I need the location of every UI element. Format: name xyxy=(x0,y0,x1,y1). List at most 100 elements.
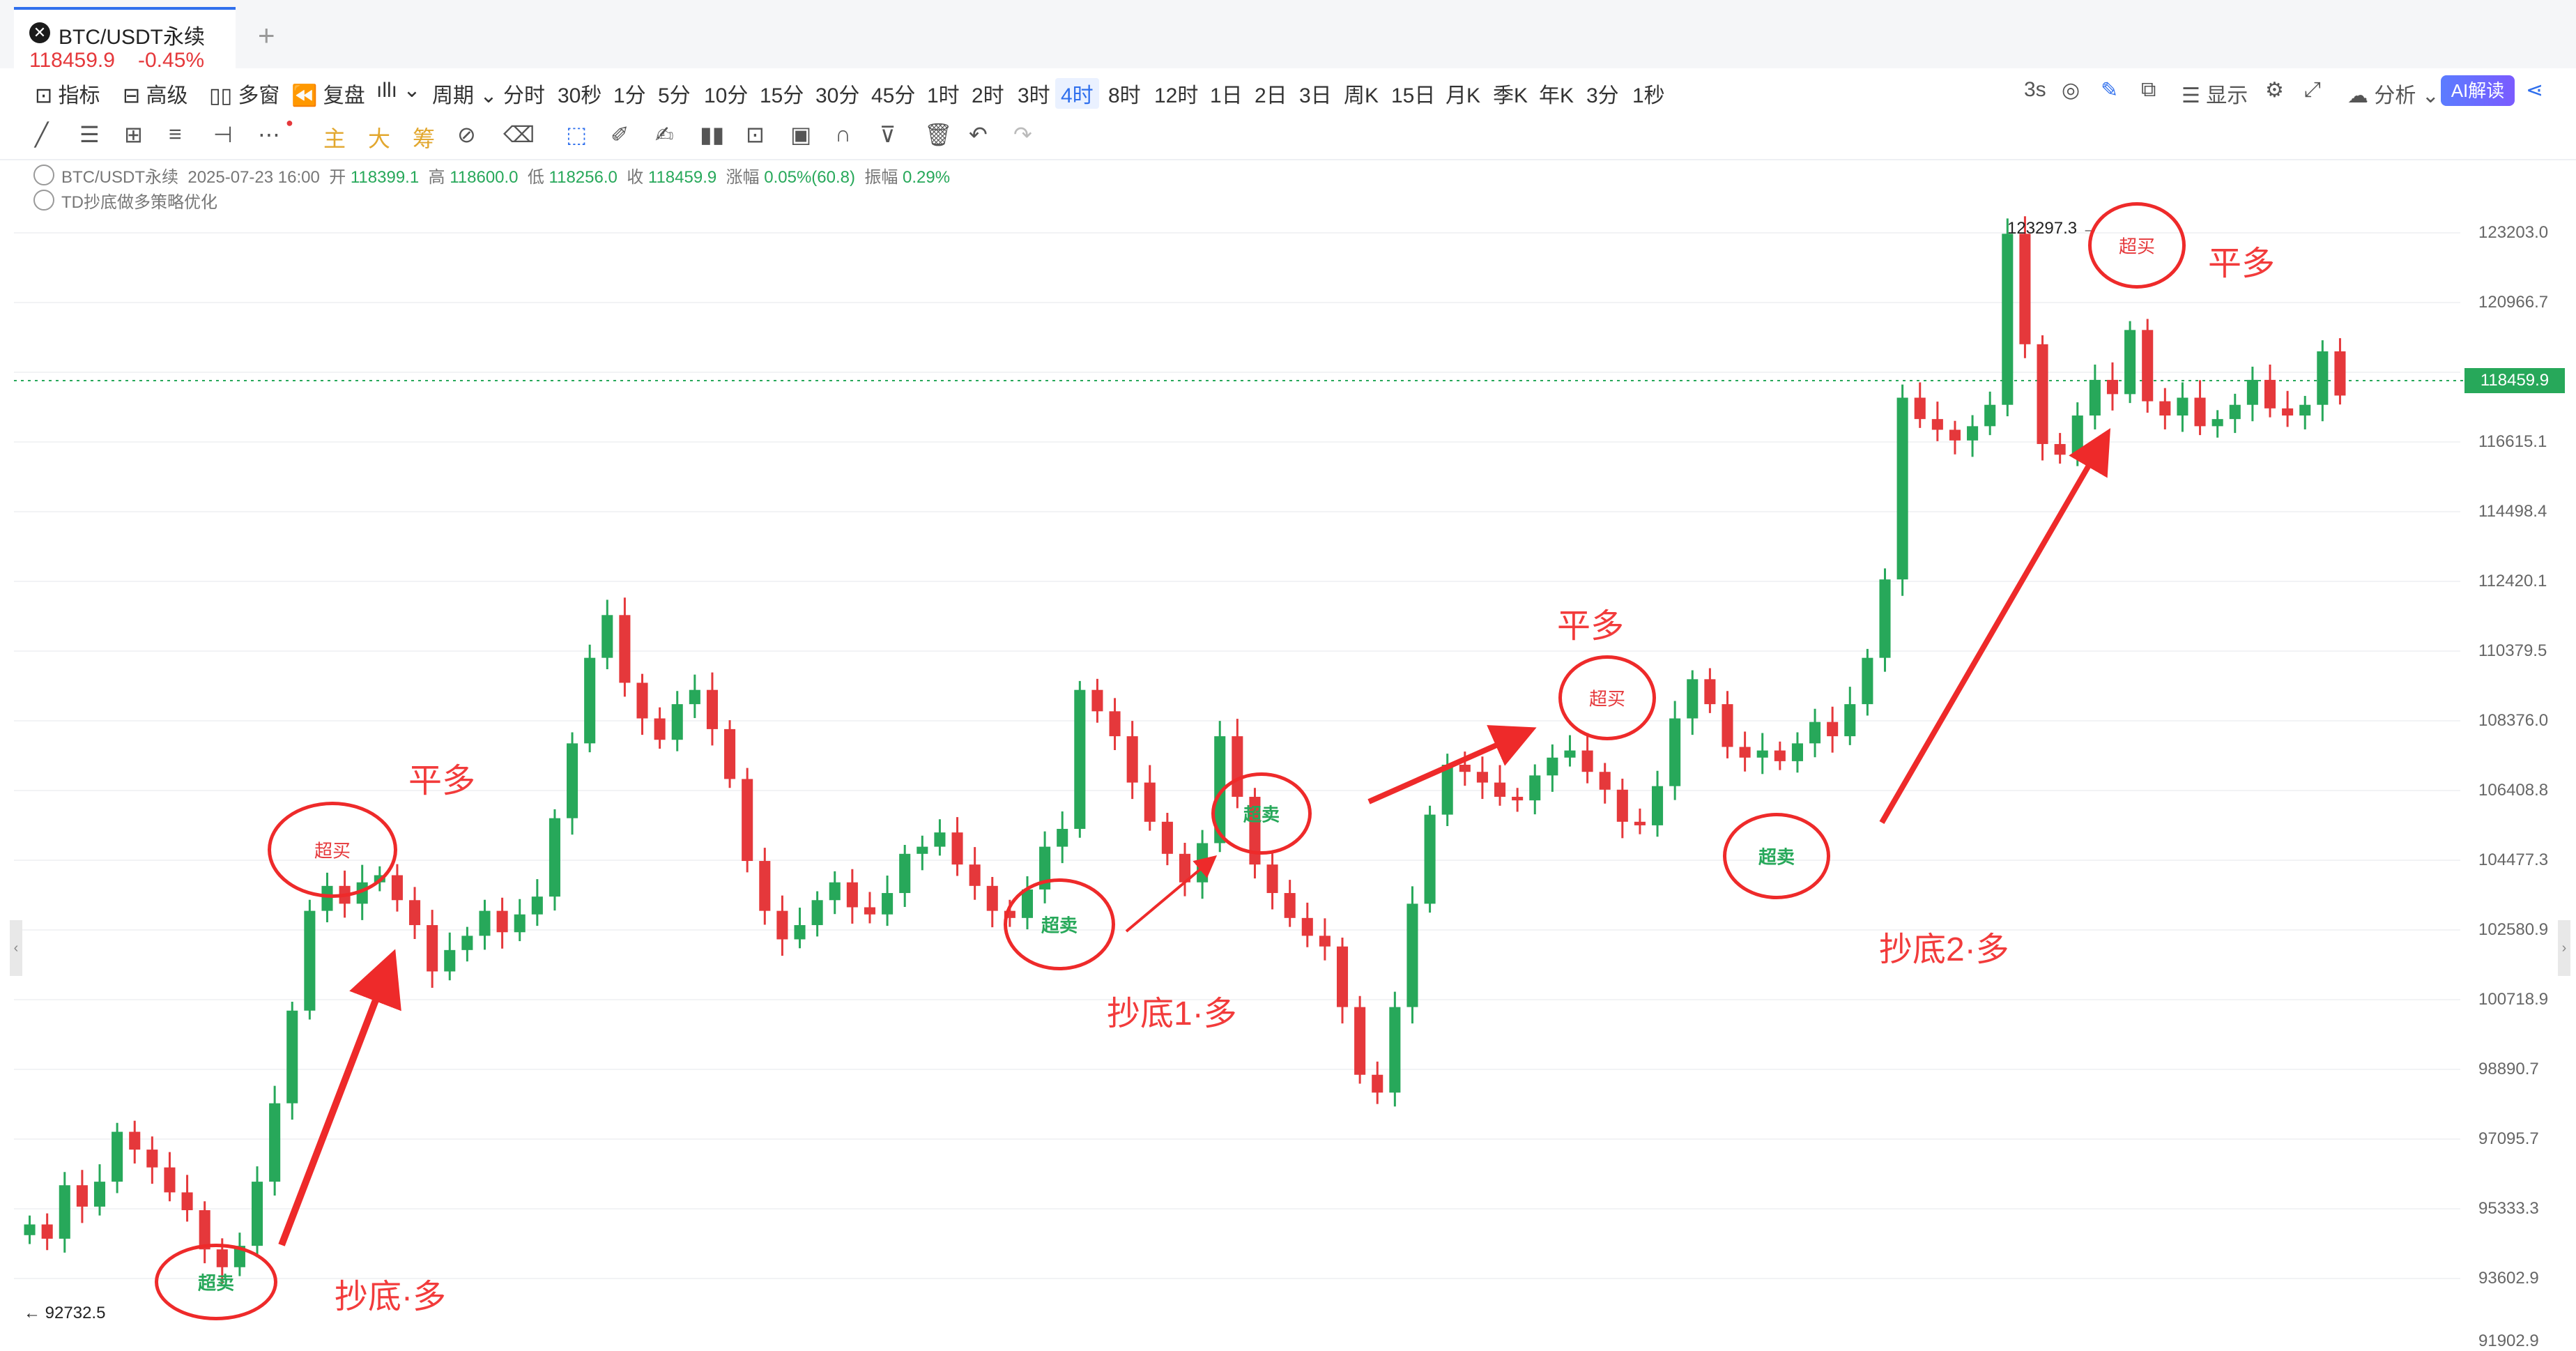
parallel-lines-icon[interactable]: ≡ xyxy=(169,121,182,146)
indicator-button[interactable]: ⊡ 指标 xyxy=(35,78,100,109)
crosshair-box-icon[interactable]: ⊞ xyxy=(124,122,143,147)
candle-body xyxy=(619,615,631,683)
candle-body xyxy=(1389,1007,1401,1093)
trendline-icon[interactable]: ╱ xyxy=(35,122,49,147)
period-13[interactable]: 8时 xyxy=(1108,84,1141,107)
candle-body xyxy=(1424,814,1436,904)
oversold-oval-2: 超卖 xyxy=(1004,878,1115,970)
period-3[interactable]: 1分 xyxy=(613,84,646,107)
fullscreen-icon[interactable]: ⤢ xyxy=(2304,78,2321,101)
display-label: 显示 xyxy=(2206,84,2248,107)
period-22[interactable]: 年K xyxy=(1539,84,1574,107)
template-icon[interactable]: ▣ xyxy=(790,122,812,147)
period-21[interactable]: 季K xyxy=(1493,84,1528,107)
trash-icon[interactable]: 🗑 xyxy=(924,122,953,147)
horizontal-lines-icon[interactable]: ☰ xyxy=(79,122,100,147)
display-button[interactable]: ☰ 显示 xyxy=(2182,78,2248,109)
period-17[interactable]: 3日 xyxy=(1299,84,1332,107)
period-dropdown[interactable]: 周期 ⌄ xyxy=(432,78,497,109)
analysis-button[interactable]: ☁ 分析 ⌄ xyxy=(2347,78,2439,109)
period-19[interactable]: 15日 xyxy=(1391,84,1436,107)
replay-button[interactable]: ⏪ 复盘 xyxy=(291,78,365,109)
period-20[interactable]: 月K xyxy=(1446,84,1481,107)
advanced-button[interactable]: ⊟ 高级 xyxy=(123,78,187,109)
candle-body xyxy=(76,1185,88,1207)
select-icon[interactable]: ⬚ xyxy=(566,122,588,147)
period-16[interactable]: 2日 xyxy=(1255,84,1287,107)
ai-interpret-button[interactable]: AI解读 xyxy=(2441,75,2515,106)
pencil-icon[interactable]: ✎ xyxy=(2101,79,2119,102)
period-12-active[interactable]: 4时 xyxy=(1055,78,1099,109)
collapse-circle-icon[interactable] xyxy=(33,165,54,185)
collapse-circle-icon[interactable] xyxy=(33,190,54,211)
candle-body xyxy=(1266,864,1278,894)
lock-icon[interactable]: ⊡ xyxy=(746,122,765,147)
period-10[interactable]: 2时 xyxy=(972,84,1004,107)
period-8[interactable]: 45分 xyxy=(871,84,916,107)
brush-icon[interactable]: ✍ xyxy=(655,122,674,147)
refresh-interval[interactable]: 3s xyxy=(2024,78,2046,101)
period-1[interactable]: 分时 xyxy=(503,84,545,107)
candlestick-chart[interactable] xyxy=(0,160,2576,1349)
candle-body xyxy=(164,1167,176,1193)
period-6[interactable]: 15分 xyxy=(760,84,804,107)
symbol-tab-price: 118459.9 xyxy=(29,49,115,72)
bottom-long-label: 抄底·多 xyxy=(335,1279,446,1315)
edit-box-icon[interactable]: ⊘ xyxy=(457,122,476,147)
multi-window-button[interactable]: ▯▯ 多窗 xyxy=(209,78,279,109)
layout-icon[interactable]: ⧉ xyxy=(2141,78,2156,101)
y-tick: 91902.9 xyxy=(2478,1331,2539,1350)
candle-body xyxy=(2159,401,2171,416)
analysis-label: 分析 xyxy=(2374,84,2416,107)
low-marker: ← 92732.5 xyxy=(24,1304,106,1322)
chip-button[interactable]: 筹 xyxy=(413,126,436,151)
y-tick: 110379.5 xyxy=(2478,641,2547,660)
big-order-button[interactable]: 大 xyxy=(368,126,391,151)
redo-icon[interactable]: ↷ xyxy=(1013,122,1032,147)
oversold-oval-3: 超卖 xyxy=(1211,772,1312,855)
ray-icon[interactable]: ⊣ xyxy=(213,122,233,147)
oversold-label: 超卖 xyxy=(197,1272,234,1294)
scroll-left-icon[interactable]: ‹ xyxy=(10,920,22,976)
candle-body xyxy=(1931,419,1943,430)
candles-icon[interactable]: ▮▮ xyxy=(700,122,725,147)
high-marker: 123297.3 → xyxy=(2007,219,2099,238)
candle-body xyxy=(689,689,700,705)
filter-icon[interactable]: ⊽ xyxy=(880,122,896,147)
list-icon: ☰ xyxy=(2182,84,2200,107)
exchange-logo-icon: ✕ xyxy=(29,22,50,43)
period-4[interactable]: 5分 xyxy=(658,84,691,107)
candle-body xyxy=(2142,330,2154,402)
period-24[interactable]: 1秒 xyxy=(1632,84,1665,107)
ruler-icon[interactable]: ✐ xyxy=(611,122,629,147)
candle-body xyxy=(286,1010,298,1104)
more-icon[interactable]: ⋯ xyxy=(258,122,280,147)
period-15[interactable]: 1日 xyxy=(1210,84,1243,107)
camera-icon[interactable]: ◎ xyxy=(2062,79,2080,102)
notification-dot-icon: ● xyxy=(286,116,293,130)
period-23[interactable]: 3分 xyxy=(1586,84,1619,107)
period-9[interactable]: 1时 xyxy=(927,84,960,107)
period-14[interactable]: 12时 xyxy=(1154,84,1199,107)
period-5[interactable]: 10分 xyxy=(704,84,749,107)
period-18[interactable]: 周K xyxy=(1344,84,1379,107)
period-2[interactable]: 30秒 xyxy=(558,84,602,107)
eraser-icon[interactable]: ⌫ xyxy=(503,122,535,147)
scroll-right-icon[interactable]: › xyxy=(2558,920,2570,976)
symbol-tab[interactable]: ✕ BTC/USDT永续 118459.9 -0.45% xyxy=(14,7,236,72)
symbol-tab-title: BTC/USDT永续 xyxy=(59,26,205,49)
share-icon[interactable]: ⋖ xyxy=(2526,79,2544,102)
magnet-icon[interactable]: ∩ xyxy=(835,121,851,146)
chart-type-button[interactable]: ıllı ⌄ xyxy=(376,78,420,102)
candle-body xyxy=(2264,379,2276,409)
y-tick: 98890.7 xyxy=(2478,1060,2539,1078)
add-tab-button[interactable]: + xyxy=(258,19,275,52)
candle-body xyxy=(1284,893,1296,918)
main-indicator-button[interactable]: 主 xyxy=(323,126,346,151)
settings-gear-icon[interactable]: ⚙ xyxy=(2265,79,2284,102)
period-11[interactable]: 3时 xyxy=(1018,84,1050,107)
period-7[interactable]: 30分 xyxy=(815,84,860,107)
candle-body xyxy=(1126,736,1138,783)
undo-icon[interactable]: ↶ xyxy=(969,122,988,147)
candle-body xyxy=(41,1224,53,1239)
